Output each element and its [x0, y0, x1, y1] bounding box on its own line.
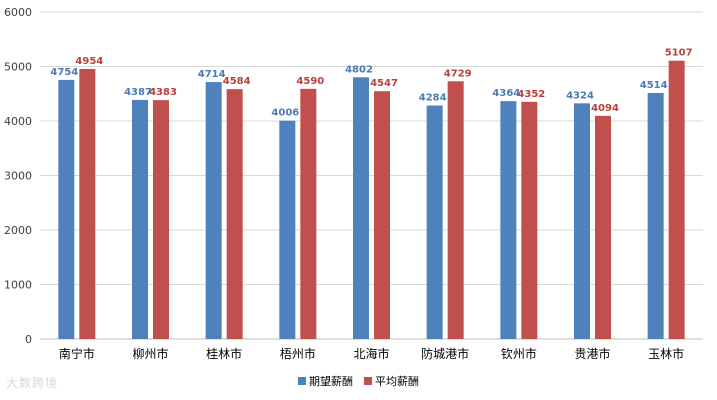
data-label: 4006	[271, 108, 299, 119]
legend-swatch	[364, 377, 372, 385]
legend-label: 平均薪酬	[375, 375, 419, 388]
watermark: 大数跨境	[6, 376, 59, 390]
y-tick-label: 1000	[4, 279, 32, 292]
x-tick-label: 北海市	[353, 346, 389, 361]
data-label: 4364	[492, 88, 520, 99]
gridlines	[40, 11, 703, 340]
data-label: 4754	[50, 67, 78, 78]
bar	[374, 91, 390, 339]
x-tick-label: 玉林市	[648, 346, 684, 361]
y-tick-label: 2000	[4, 224, 32, 237]
legend-label: 期望薪酬	[309, 375, 353, 388]
data-label: 4802	[345, 64, 373, 75]
data-label: 4584	[223, 76, 251, 87]
x-tick-label: 贵港市	[574, 346, 610, 361]
bar	[279, 120, 296, 339]
legend: 期望薪酬 平均薪酬	[298, 375, 419, 388]
x-axis-tick-labels: 南宁市 柳州市 桂林市 梧州市 北海市 防城港市 钦州市 贵港市 玉林市	[59, 346, 684, 361]
bar	[500, 101, 517, 339]
data-label: 4590	[296, 76, 324, 87]
bar	[300, 88, 317, 339]
bar	[153, 100, 169, 340]
x-tick-label: 桂林市	[206, 346, 242, 361]
bar	[647, 92, 664, 339]
data-label: 4547	[370, 78, 398, 89]
data-label: 4714	[198, 69, 226, 80]
data-label: 4383	[149, 87, 177, 98]
bar	[205, 82, 222, 339]
x-tick-label: 柳州市	[132, 346, 168, 361]
bar	[521, 101, 538, 339]
x-tick-label: 钦州市	[501, 346, 537, 361]
y-axis-tick-labels: 0 1000 2000 3000 4000 5000 6000	[4, 6, 32, 346]
data-label: 4094	[591, 103, 619, 114]
bar	[353, 77, 369, 339]
bar	[668, 60, 685, 340]
y-tick-label: 0	[25, 333, 32, 346]
data-label: 4387	[124, 87, 152, 98]
bar	[79, 69, 96, 339]
data-label: 4284	[419, 93, 447, 104]
bar	[226, 89, 243, 339]
data-label: 4729	[444, 68, 472, 79]
y-tick-label: 3000	[4, 170, 32, 183]
bar	[574, 103, 590, 339]
data-label: 4954	[75, 56, 103, 67]
data-label: 5107	[665, 48, 693, 59]
y-tick-label: 4000	[4, 115, 32, 128]
y-tick-label: 5000	[4, 61, 32, 74]
bars	[58, 60, 685, 340]
y-tick-label: 6000	[4, 6, 32, 19]
data-label: 4514	[640, 80, 668, 91]
bar	[447, 81, 464, 339]
bar	[58, 79, 75, 340]
bar	[595, 115, 611, 339]
legend-swatch	[298, 377, 306, 385]
bar	[132, 99, 148, 339]
x-tick-label: 防城港市	[421, 346, 469, 361]
data-label: 4352	[517, 89, 545, 100]
x-tick-label: 梧州市	[280, 346, 316, 361]
x-tick-label: 南宁市	[59, 346, 95, 361]
bar	[426, 105, 443, 339]
data-label: 4324	[566, 90, 594, 101]
